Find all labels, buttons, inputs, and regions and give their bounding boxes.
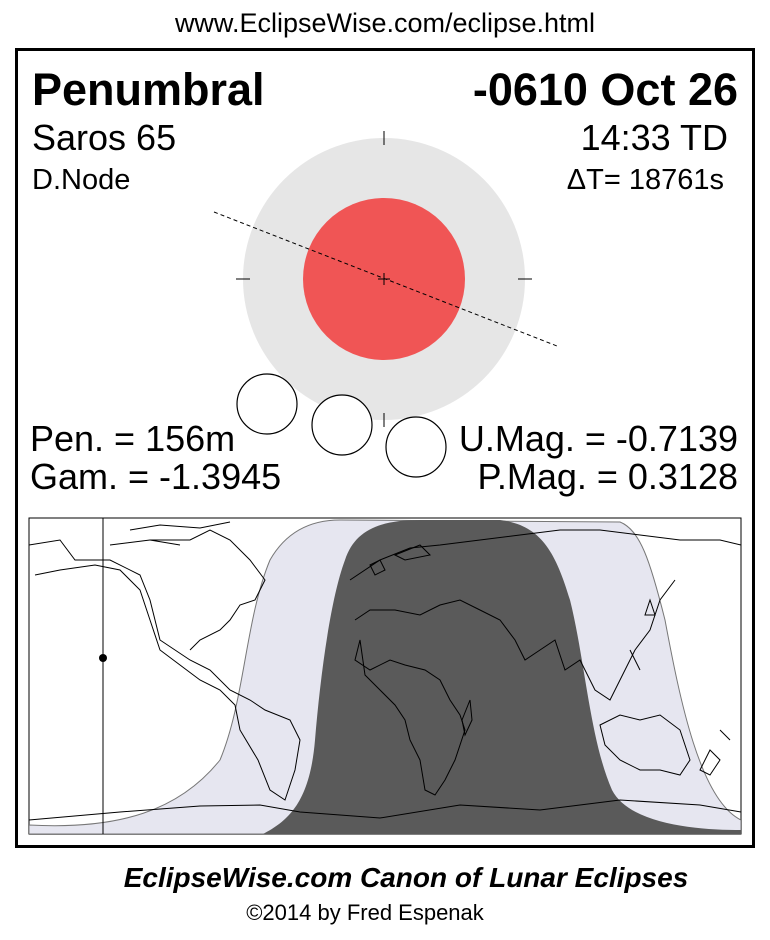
saros-number: Saros 65 [32, 117, 177, 158]
greatest-eclipse-point [99, 654, 107, 662]
footer-copyright: ©2014 by Fred Espenak [246, 900, 484, 925]
moon-greatest [311, 394, 373, 456]
eclipse-date: -0610 Oct 26 [472, 64, 738, 115]
umbral-magnitude: U.Mag. = -0.7139 [458, 418, 738, 459]
coastlines [29, 521, 741, 821]
node: D.Node [32, 164, 131, 196]
eclipse-visibility-zone [263, 520, 741, 834]
delta-t: ΔT= 18761s [566, 164, 724, 196]
footer-title: EclipseWise.com Canon of Lunar Eclipses [123, 862, 689, 893]
moon-first-contact [236, 373, 298, 435]
eclipse-frame [15, 48, 755, 848]
penumbral-magnitude: P.Mag. = 0.3128 [477, 456, 738, 497]
eclipse-time: 14:33 TD [580, 117, 728, 158]
ecliptic-path [213, 211, 558, 347]
header-url[interactable]: www.EclipseWise.com/eclipse.html [174, 8, 596, 38]
eclipse-type: Penumbral [32, 64, 265, 115]
axis-ticks [236, 131, 532, 427]
visibility-map [28, 517, 742, 835]
gamma: Gam. = -1.3945 [30, 456, 282, 497]
moon-last-contact [385, 416, 447, 478]
penumbral-duration: Pen. = 156m [30, 418, 236, 459]
